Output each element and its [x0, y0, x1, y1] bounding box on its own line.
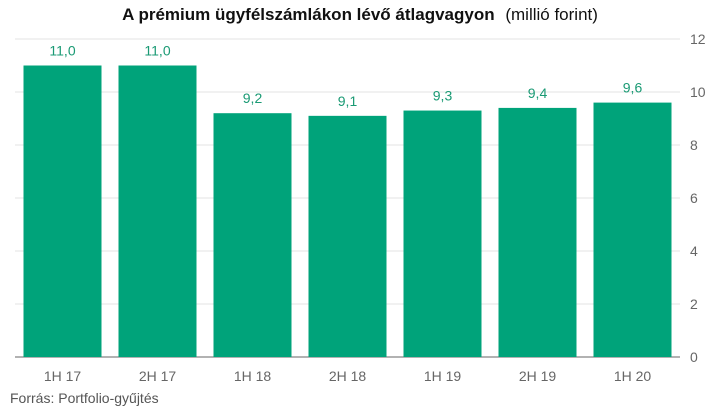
data-label: 11,0	[144, 43, 170, 59]
x-tick-label: 1H 20	[614, 368, 652, 384]
bar	[118, 65, 197, 357]
bar	[403, 110, 482, 357]
bar	[593, 102, 672, 357]
chart-unit: (millió forint)	[505, 5, 598, 24]
chart-title: A prémium ügyfélszámlákon lévő átlagvagy…	[0, 5, 720, 25]
y-tick-label: 10	[690, 84, 706, 100]
y-tick-label: 8	[690, 137, 698, 153]
chart-title-text: A prémium ügyfélszámlákon lévő átlagvagy…	[122, 5, 495, 24]
data-label: 9,3	[433, 88, 453, 104]
x-tick-label: 1H 18	[234, 368, 272, 384]
bar	[213, 113, 292, 357]
x-tick-label: 2H 18	[329, 368, 367, 384]
data-label: 9,1	[338, 93, 358, 109]
data-label: 9,4	[528, 85, 548, 101]
data-label: 9,2	[243, 90, 263, 106]
y-tick-label: 6	[690, 190, 698, 206]
source-note: Forrás: Portfolio-gyűjtés	[10, 390, 159, 406]
y-tick-label: 0	[690, 349, 698, 365]
bar	[498, 107, 577, 358]
bar	[23, 65, 102, 357]
y-tick-label: 12	[690, 31, 706, 47]
y-tick-label: 4	[690, 243, 698, 259]
data-label: 9,6	[623, 80, 643, 96]
y-tick-label: 2	[690, 296, 698, 312]
x-tick-label: 2H 17	[139, 368, 177, 384]
data-label: 11,0	[49, 43, 75, 59]
x-tick-label: 1H 19	[424, 368, 462, 384]
bar	[308, 115, 387, 357]
x-tick-label: 1H 17	[44, 368, 82, 384]
x-tick-label: 2H 19	[519, 368, 557, 384]
